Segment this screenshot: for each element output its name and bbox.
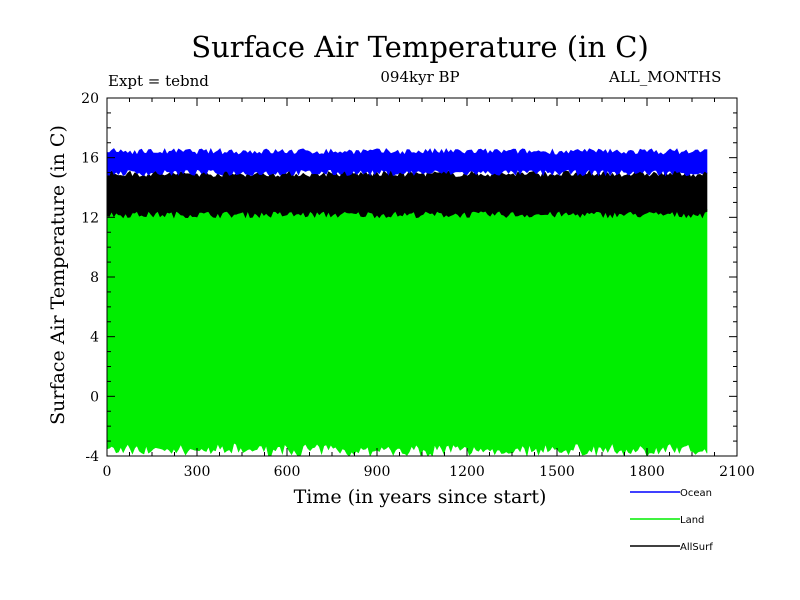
y-tick-label: 12 — [81, 210, 99, 226]
chart-title: Surface Air Temperature (in C) — [191, 30, 649, 64]
legend-label-ocean: Ocean — [680, 488, 712, 499]
x-axis-label: Time (in years since start) — [293, 486, 547, 508]
series-band-land — [107, 202, 708, 456]
x-tick-label: 2100 — [719, 464, 755, 480]
series-band-allsurf — [107, 170, 708, 219]
y-tick-label: 4 — [90, 330, 99, 346]
x-tick-label: 600 — [274, 464, 301, 480]
period-label: ALL_MONTHS — [609, 68, 722, 86]
x-tick-label: 1500 — [539, 464, 575, 480]
x-tick-label: 1200 — [449, 464, 485, 480]
y-tick-label: 16 — [81, 151, 99, 167]
y-tick-label: 0 — [90, 389, 99, 405]
chart-subtitle: 094kyr BP — [380, 68, 460, 86]
legend-label-allsurf: AllSurf — [680, 542, 713, 553]
x-tick-label: 1800 — [629, 464, 665, 480]
x-tick-label: 0 — [103, 464, 112, 480]
legend-label-land: Land — [680, 515, 704, 526]
y-tick-label: 8 — [90, 270, 99, 286]
series-band-ocean — [107, 147, 708, 177]
y-tick-label: -4 — [85, 449, 99, 465]
y-tick-label: 20 — [81, 91, 99, 107]
x-tick-label: 300 — [184, 464, 211, 480]
x-tick-label: 900 — [364, 464, 391, 480]
expt-label: Expt = tebnd — [108, 72, 209, 90]
